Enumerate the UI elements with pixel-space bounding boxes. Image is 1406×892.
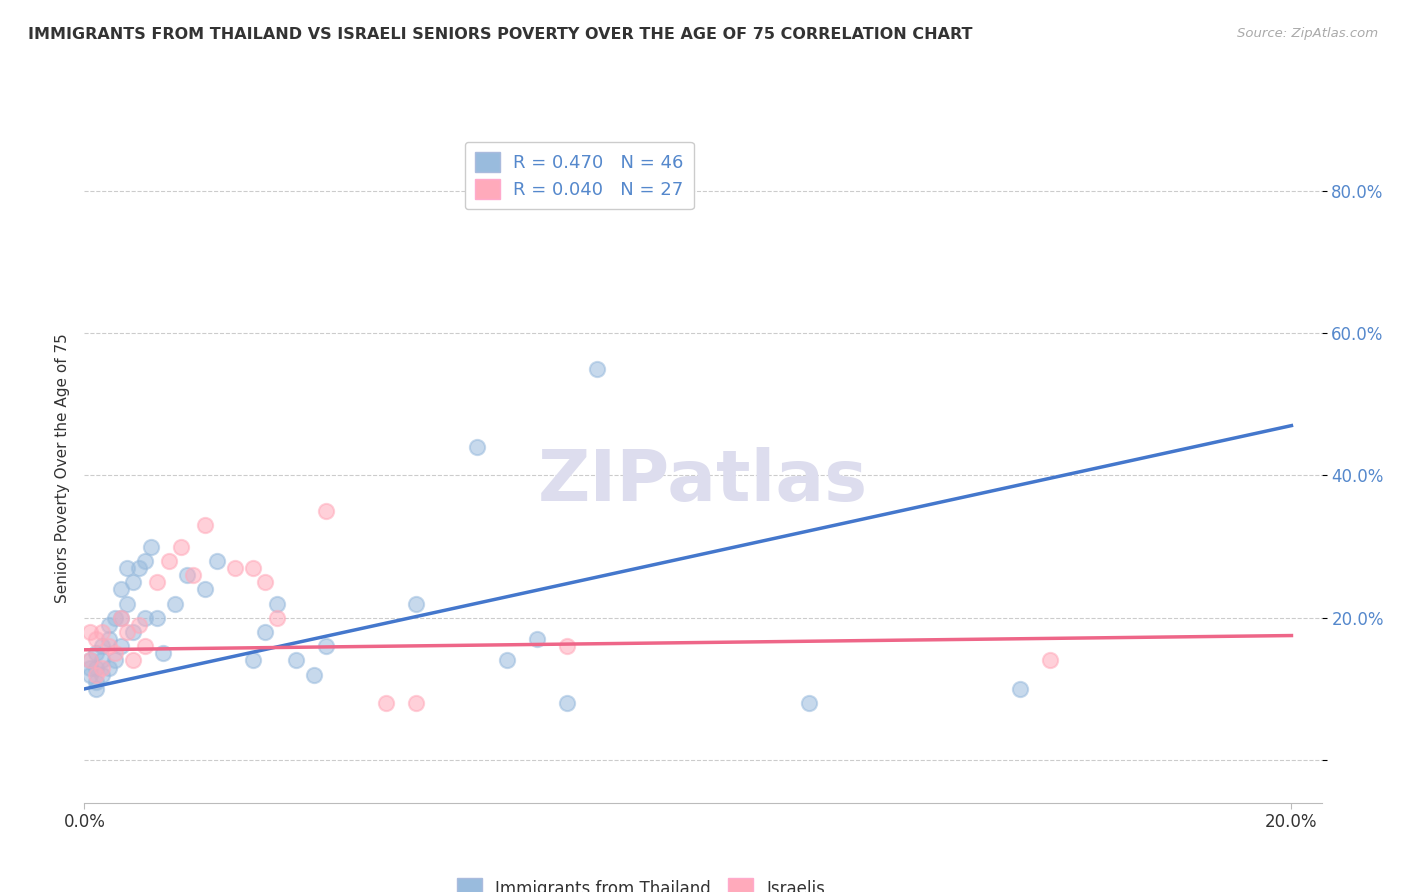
Point <box>205 554 228 568</box>
Point <box>254 625 277 640</box>
Point <box>526 632 548 646</box>
Point <box>91 660 114 674</box>
Point <box>86 681 108 696</box>
Point <box>315 639 337 653</box>
Point <box>79 653 101 667</box>
Point <box>110 582 132 597</box>
Point <box>1008 681 1031 696</box>
Point <box>555 696 578 710</box>
Point <box>284 653 307 667</box>
Point <box>152 646 174 660</box>
Point <box>224 561 246 575</box>
Point <box>79 653 101 667</box>
Point <box>194 582 217 597</box>
Point <box>91 625 114 640</box>
Point <box>134 639 156 653</box>
Point <box>146 611 169 625</box>
Point <box>91 639 114 653</box>
Point <box>181 568 204 582</box>
Point <box>170 540 193 554</box>
Point <box>103 646 125 660</box>
Legend: Immigrants from Thailand, Israelis: Immigrants from Thailand, Israelis <box>450 871 832 892</box>
Point <box>163 597 186 611</box>
Point <box>79 660 101 674</box>
Point <box>134 554 156 568</box>
Point <box>103 653 125 667</box>
Point <box>121 625 143 640</box>
Point <box>146 575 169 590</box>
Point <box>495 653 517 667</box>
Point <box>97 632 120 646</box>
Point <box>79 625 101 640</box>
Point <box>134 611 156 625</box>
Point <box>157 554 180 568</box>
Point <box>86 660 108 674</box>
Point <box>128 561 150 575</box>
Point <box>79 667 101 681</box>
Point <box>266 597 288 611</box>
Point <box>1039 653 1062 667</box>
Point <box>110 639 132 653</box>
Text: ZIPatlas: ZIPatlas <box>538 447 868 516</box>
Point <box>115 597 138 611</box>
Point <box>91 667 114 681</box>
Text: IMMIGRANTS FROM THAILAND VS ISRAELI SENIORS POVERTY OVER THE AGE OF 75 CORRELATI: IMMIGRANTS FROM THAILAND VS ISRAELI SENI… <box>28 27 973 42</box>
Point <box>254 575 277 590</box>
Point <box>97 660 120 674</box>
Point <box>242 653 264 667</box>
Point <box>121 575 143 590</box>
Point <box>91 653 114 667</box>
Point <box>86 646 108 660</box>
Point <box>115 625 138 640</box>
Point <box>405 696 427 710</box>
Point <box>586 361 609 376</box>
Point <box>176 568 198 582</box>
Point <box>242 561 264 575</box>
Point <box>110 611 132 625</box>
Point <box>86 667 108 681</box>
Point <box>315 504 337 518</box>
Point <box>465 440 488 454</box>
Point <box>110 611 132 625</box>
Point <box>555 639 578 653</box>
Point <box>194 518 217 533</box>
Point <box>797 696 820 710</box>
Point <box>302 667 325 681</box>
Point <box>375 696 398 710</box>
Text: Source: ZipAtlas.com: Source: ZipAtlas.com <box>1237 27 1378 40</box>
Point <box>121 653 143 667</box>
Point <box>128 618 150 632</box>
Point <box>103 611 125 625</box>
Point <box>86 674 108 689</box>
Point <box>97 618 120 632</box>
Point <box>86 632 108 646</box>
Point <box>115 561 138 575</box>
Point <box>405 597 427 611</box>
Point <box>97 639 120 653</box>
Y-axis label: Seniors Poverty Over the Age of 75: Seniors Poverty Over the Age of 75 <box>55 334 70 603</box>
Point <box>139 540 162 554</box>
Point <box>266 611 288 625</box>
